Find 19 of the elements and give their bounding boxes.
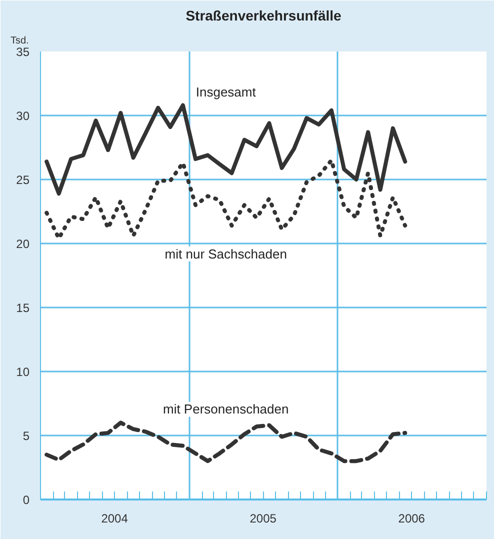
series-label: Insgesamt: [196, 84, 256, 100]
series-label: mit Personenschaden: [162, 402, 289, 417]
y-tick-label: 35: [16, 45, 30, 59]
line-series: [44, 103, 408, 196]
y-tick-label: 5: [22, 429, 30, 443]
y-axis-title: Tsd.: [10, 36, 29, 46]
y-tick-label: 0: [22, 493, 30, 507]
line-series: [44, 158, 408, 240]
y-tick-label: 20: [16, 237, 30, 251]
y-tick-label: 10: [16, 365, 30, 379]
line-series: [44, 420, 408, 464]
series-label: mit nur Sachschaden: [164, 246, 287, 262]
y-tick-label: 30: [16, 109, 30, 123]
chart-title: Straßenverkehrsunfälle: [186, 8, 342, 24]
x-tick-label: 2005: [250, 512, 277, 526]
x-tick-label: 2006: [398, 512, 426, 526]
y-tick-label: 25: [16, 173, 30, 187]
y-tick-label: 15: [16, 301, 30, 315]
x-tick-label: 2004: [101, 512, 128, 526]
